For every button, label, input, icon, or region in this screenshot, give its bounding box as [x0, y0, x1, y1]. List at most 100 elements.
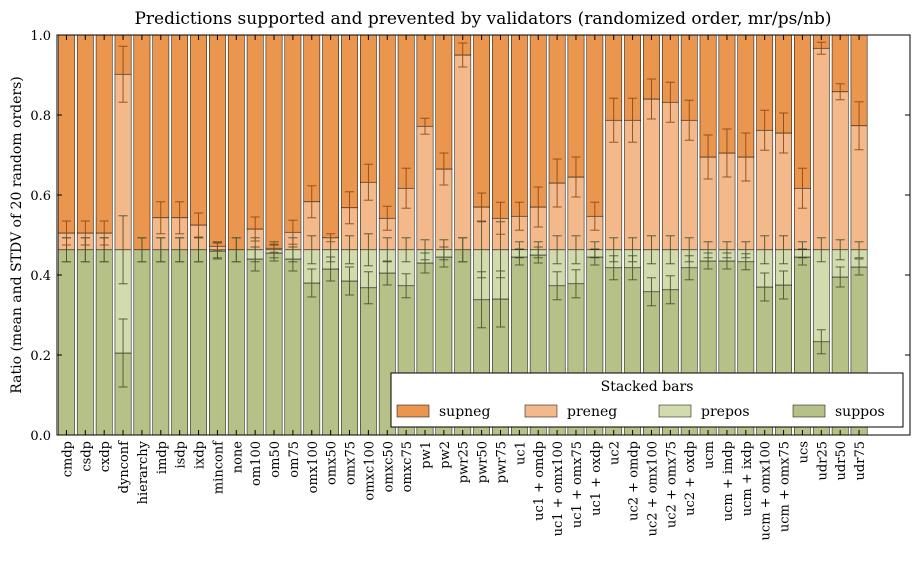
x-tick-label: omx75	[344, 441, 359, 485]
bar-supneg	[397, 34, 415, 189]
bar-suppos	[227, 249, 245, 436]
x-tick-label: omx100	[306, 441, 321, 493]
bar-supneg	[492, 34, 509, 219]
x-tick-label: ucs	[796, 441, 811, 463]
bar-supneg	[58, 34, 75, 234]
y-tick-label: 0.2	[30, 349, 51, 364]
bar-suppos	[209, 250, 226, 436]
x-tick-label: cmdp	[60, 441, 75, 477]
x-tick-label: udr50	[834, 441, 849, 480]
bar-preneg	[831, 91, 849, 251]
y-tick-label: 0.0	[30, 429, 51, 444]
bar-supneg	[510, 34, 528, 217]
y-tick-label: 0.8	[30, 109, 51, 124]
x-tick-label: omxc100	[362, 441, 377, 501]
x-tick-label: udr75	[853, 441, 868, 480]
bar-supneg	[265, 34, 283, 249]
x-tick-label: om100	[249, 441, 264, 486]
bar-preneg	[454, 54, 472, 251]
bar-supneg	[171, 34, 189, 219]
x-tick-label: pwr50	[476, 441, 491, 483]
legend-label-preneg: preneg	[567, 404, 617, 420]
bar-suppos	[303, 282, 321, 436]
x-tick-label: pw2	[438, 441, 453, 469]
bar-suppos	[152, 249, 170, 436]
x-tick-label: ixdp	[193, 441, 208, 469]
bar-supneg	[152, 34, 170, 219]
x-tick-label: uc2 + omx75	[664, 441, 679, 528]
x-tick-label: ucm	[702, 441, 717, 469]
x-tick-label: om75	[287, 441, 302, 478]
legend-label-suppos: suppos	[835, 404, 885, 420]
bar-supneg	[794, 34, 811, 189]
bar-supneg	[246, 34, 264, 230]
bar-supneg	[435, 34, 453, 170]
bar-suppos	[360, 287, 377, 436]
legend: Stacked bars supneg preneg prepos suppos	[390, 372, 904, 428]
x-tick-label: none	[230, 441, 245, 474]
bar-supneg	[529, 34, 547, 208]
bar-supneg	[567, 34, 585, 178]
plot-area: 0.0 0.2 0.4 0.6 0.8 1.0 cmdp csdp cxdp dynconf hie…	[30, 29, 910, 540]
bar-supneg	[416, 34, 434, 127]
bar-supneg	[190, 34, 207, 226]
legend-box	[390, 372, 904, 428]
legend-title: Stacked bars	[601, 379, 694, 395]
x-tick-label: uc2 + omdp	[627, 441, 642, 521]
chart-title: Predictions supported and prevented by v…	[134, 9, 831, 29]
x-tick-label: ucm + omx100	[759, 441, 774, 540]
y-axis-label: Ratio (mean and STDV of 20 random orders…	[9, 76, 25, 393]
x-tick-label: pw1	[419, 441, 434, 469]
x-tick-label: cxdp	[98, 441, 113, 472]
bar-supneg	[586, 34, 604, 217]
bar-supneg	[76, 34, 94, 234]
bar-preneg	[812, 47, 830, 251]
y-tick-label: 1.0	[30, 29, 51, 44]
x-tick-label: uc1 + omx100	[551, 441, 566, 536]
bar-preneg	[661, 101, 679, 251]
legend-swatch-supneg	[396, 404, 430, 418]
bar-suppos	[322, 268, 339, 436]
x-tick-label: hierarchy	[136, 440, 151, 504]
bar-suppos	[265, 252, 283, 436]
x-tick-label: ucm + imdp	[721, 441, 736, 521]
x-tick-label: pwr25	[457, 441, 472, 483]
bar-suppos	[190, 249, 207, 436]
x-tick-label: omxc50	[381, 441, 396, 492]
bar-supneg	[473, 34, 490, 208]
x-tick-label: csdp	[79, 441, 94, 472]
y-tick-label: 0.6	[30, 189, 51, 204]
x-tick-label: uc2	[608, 441, 623, 465]
x-tick-label: uc1 + omx75	[570, 441, 585, 528]
bar-supneg	[360, 34, 377, 183]
x-tick-label: uc1 + oxdp	[589, 441, 604, 516]
x-tick-label: uc2 + oxdp	[683, 441, 698, 516]
x-tick-label: isdp	[174, 441, 189, 468]
x-tick-label: uc1	[513, 441, 528, 465]
bar-supneg	[227, 34, 245, 251]
bar-prepos	[812, 249, 830, 343]
bar-supneg	[284, 34, 302, 233]
y-tick-label: 0.4	[30, 269, 51, 284]
plot-frame	[56, 34, 911, 436]
x-tick-label: dynconf	[117, 440, 132, 494]
x-tick-label: uc1 + omdp	[532, 441, 547, 521]
bar-suppos	[284, 258, 302, 436]
x-tick-label: uc2 + omx100	[645, 441, 660, 536]
bar-suppos	[341, 280, 358, 436]
x-tick-label: pwr75	[494, 441, 509, 483]
bar-supneg	[133, 34, 151, 251]
bar-suppos	[95, 249, 113, 436]
bar-supneg	[378, 34, 396, 219]
bar-suppos	[246, 258, 264, 436]
x-tick-label: imdp	[155, 441, 170, 474]
bar-supneg	[209, 34, 226, 247]
bar-supneg	[303, 34, 321, 203]
bar-supneg	[95, 34, 113, 234]
bar-suppos	[58, 249, 75, 436]
x-tick-label: udr25	[815, 441, 830, 480]
bar-supneg	[831, 34, 849, 93]
x-tick-label: minconf	[211, 440, 226, 494]
legend-label-prepos: prepos	[701, 404, 750, 420]
